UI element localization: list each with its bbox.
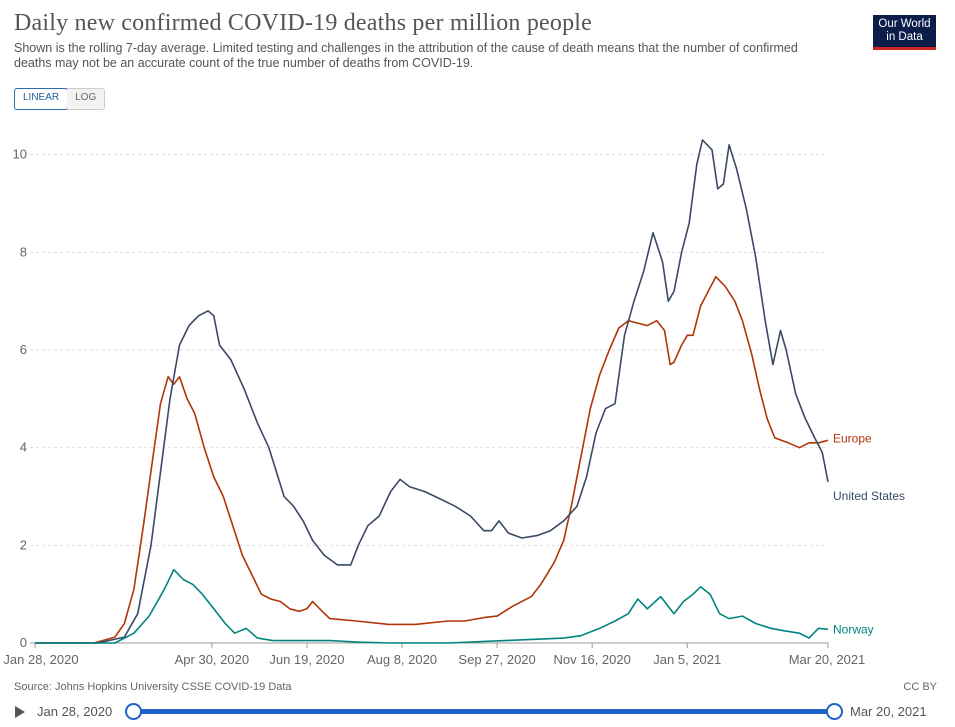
play-icon[interactable]: [15, 706, 25, 718]
logo-line-1: Our World: [878, 18, 931, 30]
series-label-norway: Norway: [833, 622, 874, 636]
timeline-start-label[interactable]: Jan 28, 2020: [37, 704, 113, 719]
logo-line-2: in Data: [886, 31, 923, 43]
log-scale-button[interactable]: LOG: [67, 89, 105, 109]
license-note[interactable]: CC BY: [903, 681, 937, 693]
series-line-united-states: [35, 139, 829, 644]
y-tick-label: 4: [20, 440, 27, 455]
y-tick-label: 6: [20, 342, 27, 357]
series-line-europe: [35, 275, 829, 644]
series-line-norway: [35, 568, 829, 644]
x-tick-label: Jan 5, 2021: [653, 652, 721, 667]
owid-logo[interactable]: Our World in Data: [873, 15, 936, 50]
y-tick-label: 0: [20, 635, 27, 650]
timeline-end-handle[interactable]: [826, 703, 843, 720]
y-tick-label: 2: [20, 537, 27, 552]
y-tick-label: 10: [13, 147, 27, 162]
timeline-start-handle[interactable]: [125, 703, 142, 720]
timeline-track[interactable]: [133, 709, 834, 714]
linear-scale-button[interactable]: LINEAR: [14, 88, 69, 110]
chart-subtitle: Shown is the rolling 7-day average. Limi…: [14, 41, 798, 70]
x-tick-label: Nov 16, 2020: [554, 652, 631, 667]
y-tick-label: 8: [20, 244, 27, 259]
x-tick-label: Aug 8, 2020: [367, 652, 437, 667]
series-label-united-states: United States: [833, 489, 905, 503]
source-note[interactable]: Source: Johns Hopkins University CSSE CO…: [14, 681, 292, 693]
x-tick-label: Sep 27, 2020: [458, 652, 535, 667]
chart-title: Daily new confirmed COVID-19 deaths per …: [14, 10, 592, 36]
x-tick-label: Jan 28, 2020: [3, 652, 78, 667]
x-tick-label: Apr 30, 2020: [175, 652, 249, 667]
line-chart: 0 2 4 6 8 10 Jan 28, 2020 Apr 30, 2020 Jun 19, 2…: [3, 139, 905, 667]
timeline-end-label[interactable]: Mar 20, 2021: [850, 704, 927, 719]
x-tick-label: Mar 20, 2021: [789, 652, 866, 667]
timeline: Jan 28, 2020 Mar 20, 2021: [0, 700, 955, 727]
series-label-europe: Europe: [833, 431, 872, 445]
x-tick-label: Jun 19, 2020: [269, 652, 344, 667]
scale-toggle: LINEAR LOG: [14, 88, 106, 110]
logo-accent-bar: [873, 47, 936, 50]
